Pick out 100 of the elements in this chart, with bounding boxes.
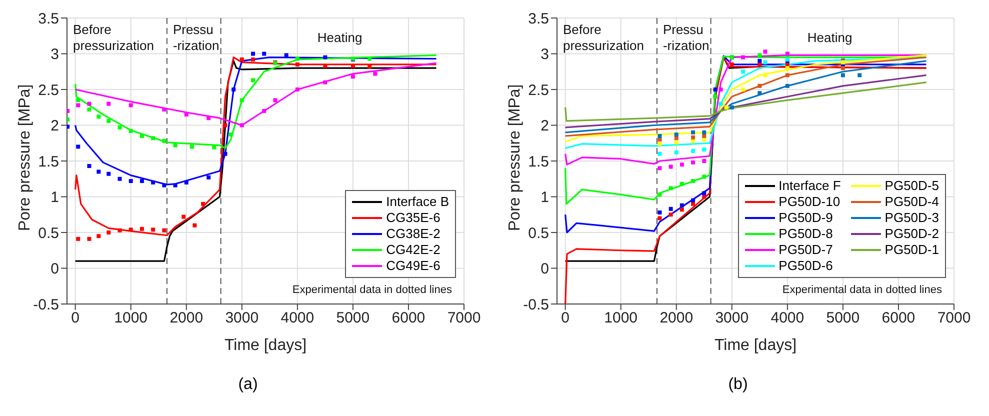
point — [295, 88, 300, 92]
y-tick-label: 3 — [50, 46, 59, 64]
legend-label: CG49E-6 — [386, 258, 440, 274]
point — [758, 84, 762, 88]
point — [192, 223, 197, 228]
annotation: Experimental data in dotted lines — [782, 283, 942, 298]
point — [785, 73, 790, 78]
y-tick-label: 0 — [50, 260, 59, 278]
y-tick-label: -0.5 — [33, 296, 59, 314]
legend-label: PG50D-8 — [778, 226, 833, 242]
point — [151, 136, 156, 140]
y-tick-label: -0.5 — [523, 296, 549, 314]
x-tick-label: 3000 — [225, 310, 259, 327]
point — [212, 145, 216, 150]
y-tick-label: 2.5 — [528, 82, 549, 99]
x-tick-label: 4000 — [770, 310, 804, 327]
text: (a) — [237, 376, 259, 394]
point — [295, 62, 300, 66]
point — [702, 174, 706, 179]
annotation: Pressu -rization — [172, 22, 220, 54]
point — [658, 166, 662, 170]
y-axis-title: Pore pressure [MPa] — [16, 84, 34, 231]
point — [76, 236, 80, 241]
x-tick-label: 6000 — [882, 310, 916, 327]
point — [67, 108, 70, 113]
point — [151, 228, 156, 232]
point — [680, 203, 684, 208]
point — [206, 116, 211, 120]
point — [702, 130, 706, 134]
point — [785, 66, 790, 70]
legend-label: PG50D-9 — [778, 210, 833, 226]
point — [140, 134, 144, 138]
point — [668, 164, 673, 169]
point — [87, 164, 92, 168]
annotation: Pressu -rization — [662, 22, 710, 54]
x-tick-label: 5000 — [336, 310, 370, 327]
legend-label: PG50D-7 — [778, 242, 833, 258]
point — [691, 148, 696, 153]
point — [350, 64, 355, 68]
y-tick-label: 1 — [540, 189, 549, 206]
legend-label: PG50D-3 — [884, 210, 939, 226]
point — [251, 52, 256, 56]
legend-label: CG38E-2 — [386, 226, 440, 242]
point — [206, 175, 211, 180]
point — [668, 206, 673, 211]
point — [668, 212, 673, 217]
x-tick-label: 2000 — [660, 310, 694, 327]
x-tick-label: 1000 — [604, 310, 638, 327]
line-series — [74, 62, 438, 126]
point — [140, 226, 144, 231]
point — [223, 152, 228, 156]
point — [702, 148, 706, 152]
point — [840, 66, 845, 70]
point — [724, 105, 728, 110]
point — [758, 53, 762, 58]
point — [323, 64, 328, 68]
y-tick-label: 3.5 — [528, 10, 549, 28]
point — [240, 98, 244, 102]
y-tick-label: 3 — [540, 46, 549, 64]
point — [713, 88, 718, 92]
point — [201, 202, 206, 206]
point — [96, 170, 101, 174]
point — [680, 182, 684, 186]
point — [128, 228, 133, 232]
y-tick-label: 1.5 — [38, 153, 59, 170]
point — [118, 125, 122, 130]
point — [262, 108, 266, 113]
point — [674, 132, 678, 137]
point — [658, 210, 662, 214]
text: (b) — [727, 376, 749, 394]
point — [76, 98, 80, 102]
point — [674, 140, 678, 144]
legend-label: PG50D-5 — [884, 178, 939, 194]
legend-label: PG50D-4 — [884, 194, 939, 210]
line-series — [564, 74, 928, 128]
point — [763, 50, 768, 54]
y-tick-label: 0.5 — [528, 224, 549, 242]
point — [128, 179, 133, 184]
x-tick-label: 7000 — [937, 310, 971, 327]
point — [273, 98, 278, 102]
point — [232, 88, 236, 92]
legend-label: CG35E-6 — [386, 210, 440, 226]
point — [858, 73, 862, 78]
point — [323, 55, 328, 60]
point — [140, 179, 144, 184]
point — [368, 64, 372, 69]
y-tick-label: 0.5 — [38, 224, 59, 242]
annotation: Before pressurization — [563, 22, 644, 54]
point — [184, 180, 188, 184]
point — [162, 183, 166, 188]
point — [106, 230, 111, 234]
point — [785, 52, 790, 56]
point — [173, 183, 178, 188]
x-tick-label: 3000 — [715, 310, 749, 327]
point — [691, 198, 696, 202]
x-tick-label: 0 — [561, 310, 570, 327]
point — [763, 60, 768, 64]
point — [128, 128, 133, 133]
annotation: Heating — [317, 30, 362, 46]
point — [173, 143, 178, 148]
